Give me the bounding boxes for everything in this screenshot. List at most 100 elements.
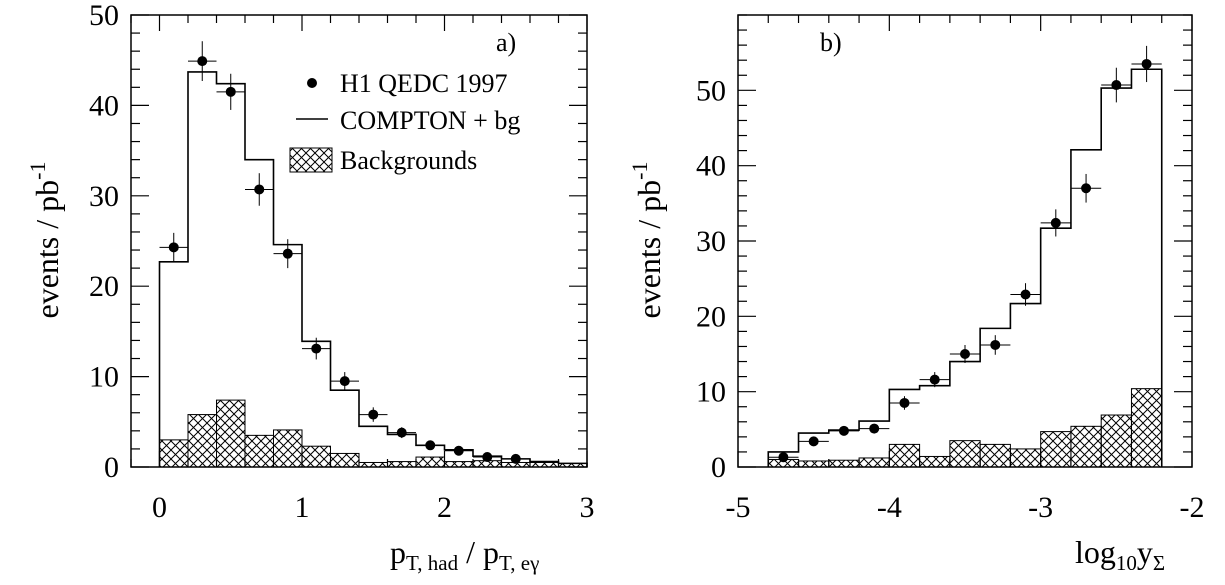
x-axis-label: pT, had / pT, eγ xyxy=(390,534,539,575)
background-bar xyxy=(387,461,417,468)
data-point xyxy=(1010,283,1041,306)
panel-label: b) xyxy=(820,28,842,57)
axis-ticks xyxy=(737,14,1193,468)
data-marker xyxy=(960,349,970,359)
background-bar xyxy=(301,445,331,468)
x-tick-label: 3 xyxy=(580,491,595,524)
data-point xyxy=(501,453,530,464)
data-point xyxy=(980,335,1011,355)
data-point xyxy=(859,423,890,434)
background-bar xyxy=(216,399,246,468)
background-bar xyxy=(828,459,860,468)
data-marker xyxy=(899,397,910,408)
data-marker xyxy=(1050,217,1061,228)
data-point xyxy=(828,425,860,436)
y-tick-label: 30 xyxy=(89,180,119,213)
y-tick-label: 10 xyxy=(696,376,726,409)
data-point xyxy=(1070,173,1102,203)
background-bar xyxy=(919,455,951,468)
y-tick-label: 20 xyxy=(696,300,726,333)
y-tick-labels: 0 10 20 30 40 50 xyxy=(89,0,119,484)
data-marker xyxy=(197,56,208,67)
data-point xyxy=(330,372,359,391)
y-tick-label: 30 xyxy=(696,225,726,258)
legend-label-data: H1 QEDC 1997 xyxy=(340,69,508,98)
data-marker xyxy=(869,423,880,434)
legend: H1 QEDC 1997 COMPTON + bg Backgrounds xyxy=(289,69,520,175)
data-marker xyxy=(482,452,493,463)
background-bar xyxy=(798,460,830,468)
data-point xyxy=(245,173,274,206)
y-tick-labels: 0 10 20 30 40 50 xyxy=(696,74,726,484)
data-point xyxy=(1131,45,1162,83)
data-marker xyxy=(396,427,407,438)
y-tick-label: 50 xyxy=(696,74,726,107)
data-point xyxy=(473,452,502,463)
data-point xyxy=(768,452,799,463)
data-marker xyxy=(225,86,236,97)
y-tick-label: 0 xyxy=(711,451,726,484)
x-tick-label: -3 xyxy=(1028,491,1053,524)
background-bar xyxy=(415,456,445,468)
data-marker xyxy=(1081,183,1092,194)
background-bar xyxy=(273,429,303,468)
data-marker xyxy=(1141,58,1152,69)
background-bar xyxy=(187,414,217,468)
panel-label: a) xyxy=(496,28,516,57)
background-bar xyxy=(858,457,890,468)
data-marker xyxy=(453,445,464,456)
compton-step-line xyxy=(767,68,1163,467)
data-point xyxy=(1101,67,1132,103)
data-points xyxy=(768,45,1162,463)
axis-ticks xyxy=(130,14,588,468)
panel-a: 0 1 2 3 0 10 20 30 40 50 a) H1 QEDC 1997 COMPTON… xyxy=(25,0,595,575)
data-marker xyxy=(808,436,819,447)
data-point xyxy=(273,239,302,269)
panel-b: -5 -4 -3 -2 0 10 20 30 40 50 b) events / pb-1 lo… xyxy=(627,14,1205,575)
background-bar xyxy=(444,461,474,468)
plot-frame xyxy=(737,14,1193,468)
x-tick-label: -5 xyxy=(726,491,751,524)
legend-label-compton: COMPTON + bg xyxy=(340,106,520,135)
data-point xyxy=(949,344,981,364)
data-marker xyxy=(778,452,789,463)
data-marker xyxy=(168,242,179,253)
background-bar xyxy=(1100,414,1132,468)
data-marker xyxy=(254,184,265,195)
background-bar xyxy=(888,443,921,468)
x-axis-label: log10yΣ xyxy=(1075,534,1165,575)
x-tick-labels: -5 -4 -3 -2 xyxy=(726,491,1205,524)
y-axis-label: events / pb-1 xyxy=(627,162,667,319)
legend-label-backgrounds: Backgrounds xyxy=(340,146,477,175)
x-tick-label: -2 xyxy=(1180,491,1205,524)
data-point xyxy=(302,337,331,360)
x-tick-labels: 0 1 2 3 xyxy=(152,491,595,524)
data-marker xyxy=(282,248,293,259)
data-marker xyxy=(1111,80,1122,91)
data-marker xyxy=(339,376,350,387)
data-marker xyxy=(1020,289,1031,300)
background-bar xyxy=(949,440,981,468)
data-point xyxy=(159,232,188,262)
background-histogram xyxy=(767,388,1163,468)
data-point xyxy=(359,407,388,422)
y-tick-label: 20 xyxy=(89,270,119,303)
data-point xyxy=(889,396,920,410)
y-tick-label: 40 xyxy=(696,150,726,183)
data-marker xyxy=(368,409,379,420)
x-tick-label: 1 xyxy=(295,491,310,524)
data-marker xyxy=(838,425,849,436)
data-marker xyxy=(311,343,322,354)
y-tick-label: 10 xyxy=(89,361,119,394)
data-point xyxy=(798,436,829,447)
data-point xyxy=(387,427,416,439)
compton-step-histogram xyxy=(767,68,1163,467)
x-tick-label: 0 xyxy=(152,491,167,524)
background-bar xyxy=(979,443,1011,468)
legend-marker-icon xyxy=(307,78,317,88)
y-tick-label: 50 xyxy=(89,0,119,32)
data-point xyxy=(919,372,950,388)
y-axis-label: events / pb-1 xyxy=(25,162,65,319)
background-bar xyxy=(1009,448,1042,468)
